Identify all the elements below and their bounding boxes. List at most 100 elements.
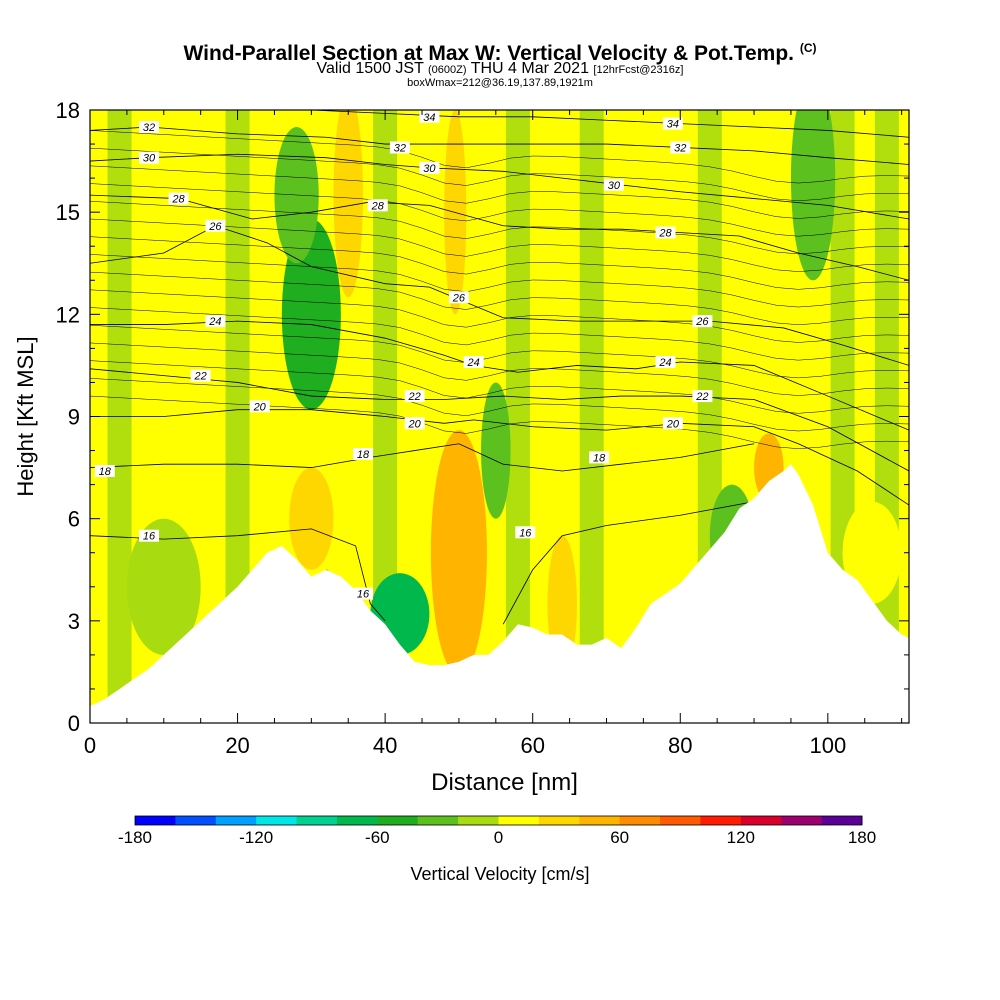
- contour-label-box: [419, 110, 440, 123]
- y-tick-label: 0: [68, 711, 80, 736]
- colorbar-tick-label: 120: [727, 828, 755, 847]
- contour-label: 16: [519, 527, 532, 539]
- colorbar-swatch: [538, 816, 580, 825]
- contour-label: 16: [143, 531, 156, 543]
- x-axis-label: Distance [nm]: [431, 769, 578, 796]
- colorbar-tick-label: 60: [610, 828, 629, 847]
- contour-label-box: [94, 464, 115, 477]
- contour-label: 32: [143, 122, 155, 134]
- colorbar-swatch: [256, 816, 298, 825]
- contour-label-box: [419, 161, 440, 174]
- theta-contour-minor: [90, 395, 909, 449]
- contour-label-box: [692, 390, 713, 403]
- theta-contour-24: [90, 320, 909, 431]
- colorbar-tick-label: -60: [365, 828, 390, 847]
- theta-contour-minor: [90, 130, 909, 184]
- theta-contour-minor: [90, 271, 909, 325]
- contour-label: 28: [371, 200, 385, 212]
- contour-label: 16: [357, 589, 370, 601]
- contour-label-box: [404, 390, 425, 403]
- colorbar-swatch: [215, 816, 257, 825]
- contour-label: 20: [408, 418, 422, 430]
- colorbar-swatch: [660, 816, 701, 825]
- colorbar-label: Vertical Velocity [cm/s]: [410, 864, 589, 884]
- theta-contour-minor: [90, 360, 909, 414]
- contour-label-box: [139, 121, 160, 134]
- contour-label-box: [662, 117, 683, 130]
- theta-contour-28: [90, 194, 909, 281]
- contour-label: 24: [467, 357, 480, 369]
- contour-label-box: [603, 178, 624, 191]
- velocity-cell: [289, 467, 334, 570]
- colorbar-tick-label: -180: [118, 828, 152, 847]
- contour-label-box: [655, 356, 676, 369]
- colorbar-swatch: [135, 816, 176, 825]
- theta-contour-minor: [90, 254, 909, 308]
- copyright-mark: (C): [799, 41, 817, 55]
- theta-contour-minor: [90, 165, 909, 219]
- contour-label: 20: [253, 401, 267, 413]
- colorbar-swatch: [377, 816, 419, 825]
- x-tick-label: 40: [373, 733, 397, 758]
- theta-contour-minor: [90, 378, 909, 432]
- theta-contour-minor: [90, 183, 909, 237]
- colorbar-swatch: [700, 816, 742, 825]
- chart-title: Wind-Parallel Section at Max W: Vertical…: [183, 41, 817, 65]
- theta-contour-minor: [90, 342, 909, 396]
- velocity-band: [579, 110, 604, 723]
- theta-contour-18: [90, 443, 755, 472]
- contour-label: 30: [608, 180, 621, 192]
- velocity-cell: [790, 110, 836, 281]
- theta-contour-32: [90, 126, 909, 165]
- theta-contour-22: [90, 368, 909, 472]
- velocity-cell: [126, 518, 201, 655]
- theta-contour-34: [311, 110, 909, 138]
- contour-label: 30: [143, 153, 156, 165]
- contour-label-box: [589, 451, 610, 464]
- contour-label: 24: [658, 357, 671, 369]
- contour-label-box: [515, 526, 536, 539]
- contour-label-box: [139, 151, 160, 164]
- colorbar-tick-label: 180: [848, 828, 876, 847]
- contour-label-box: [367, 199, 388, 212]
- contour-label-box: [353, 447, 373, 460]
- theta-contours: [90, 110, 909, 625]
- colorbar-swatch: [740, 816, 782, 825]
- velocity-cell: [281, 218, 341, 410]
- contour-label-box: [205, 315, 226, 328]
- contour-label-box: [655, 226, 676, 239]
- contour-label-box: [190, 369, 211, 382]
- contour-label-box: [139, 529, 160, 542]
- colorbar-swatch: [619, 816, 661, 825]
- x-tick-label: 0: [84, 733, 96, 758]
- contour-label: 30: [423, 163, 436, 175]
- contour-label: 24: [208, 316, 221, 328]
- colorbar-swatch: [417, 816, 459, 825]
- contour-label: 22: [695, 391, 708, 403]
- contour-label-box: [463, 356, 484, 369]
- contour-label: 32: [674, 142, 686, 154]
- theta-contour-minor: [90, 307, 909, 361]
- colorbar-swatch: [781, 816, 823, 825]
- theta-contour-minor: [90, 147, 909, 202]
- colorbar-tick-label: 0: [494, 828, 503, 847]
- contour-label: 28: [658, 228, 672, 240]
- contour-label: 26: [208, 221, 222, 233]
- contour-label: 18: [99, 466, 112, 478]
- contour-label: 32: [394, 142, 406, 154]
- contour-label: 34: [667, 119, 679, 131]
- contour-label-box: [353, 587, 373, 600]
- theta-contour-minor: [90, 218, 909, 272]
- colorbar-swatch: [579, 816, 621, 825]
- y-tick-label: 9: [68, 405, 80, 430]
- theta-contour-minor: [90, 324, 909, 379]
- y-tick-label: 12: [56, 302, 80, 327]
- contour-label: 26: [452, 292, 466, 304]
- contour-label-box: [389, 141, 410, 154]
- contour-label: 18: [357, 449, 370, 461]
- contour-label: 26: [695, 316, 709, 328]
- y-tick-label: 15: [56, 200, 80, 225]
- contour-label-box: [168, 192, 189, 205]
- theta-contour-30: [90, 153, 909, 220]
